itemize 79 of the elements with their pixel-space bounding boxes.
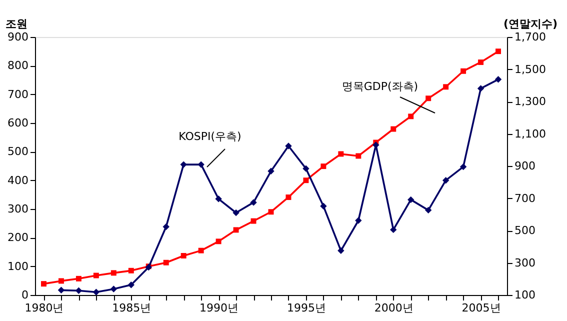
point [408, 114, 414, 120]
point [390, 226, 397, 234]
point [58, 286, 65, 294]
y-tick-label: 100 [8, 260, 28, 273]
y2-tick-label: 1,100 [514, 127, 546, 140]
point [286, 194, 292, 200]
point [390, 126, 396, 132]
x-tick-label: 1995년 [286, 302, 326, 314]
point [338, 151, 344, 157]
point [478, 59, 484, 65]
y2-tick-label: 300 [514, 256, 536, 270]
y-tick-label: 200 [8, 231, 28, 244]
point [443, 84, 449, 90]
point [268, 209, 274, 215]
point [408, 196, 414, 204]
point [250, 199, 257, 206]
point [494, 76, 502, 83]
x-tick-label: 2005년 [462, 302, 501, 314]
x-tick-label: 2000년 [374, 302, 414, 314]
y-tick-label: 400 [8, 174, 28, 187]
point [215, 196, 222, 202]
point [285, 142, 292, 150]
point [41, 281, 46, 287]
y-tick-label: 900 [8, 30, 28, 44]
point [92, 288, 100, 296]
x-tick-label: 1980년 [24, 302, 64, 314]
y-tick-label: 500 [8, 145, 28, 158]
y2-tick-label: 1,300 [514, 95, 546, 108]
y-tick-label: 800 [8, 59, 28, 72]
point [233, 227, 239, 233]
point [250, 218, 256, 224]
point [320, 202, 327, 210]
point [216, 238, 222, 244]
point [76, 276, 82, 282]
point [460, 163, 467, 170]
series-label: 명목GDP(좌측) [342, 80, 418, 93]
y-tick-label: 0 [22, 288, 28, 302]
y2-tick-label: 1,700 [514, 30, 546, 44]
point [426, 96, 432, 102]
y-axis-title: 조원 [6, 18, 28, 30]
point [442, 176, 450, 184]
point [93, 272, 99, 278]
point [460, 68, 466, 74]
y2-tick-label: 500 [514, 224, 536, 237]
point [356, 153, 362, 159]
series-label: KOSPI(우측) [178, 130, 242, 143]
point [198, 161, 204, 168]
point [128, 268, 134, 274]
point [496, 48, 501, 54]
point [110, 286, 118, 292]
y2-axis-title: (연말지수) [503, 18, 558, 30]
point [424, 206, 432, 214]
point [477, 85, 484, 92]
point [355, 217, 362, 224]
y2-tick-label: 700 [514, 192, 536, 205]
y2-tick-label: 900 [514, 160, 536, 172]
point [338, 247, 344, 254]
point [163, 260, 169, 266]
y-tick-label: 300 [8, 202, 28, 216]
point [180, 161, 187, 168]
point [180, 252, 186, 258]
y2-tick-label: 1,500 [514, 62, 546, 76]
point [128, 281, 134, 288]
point [162, 223, 170, 230]
point [58, 278, 64, 284]
point [75, 287, 82, 294]
y2-tick-label: 100 [514, 288, 536, 302]
point [303, 178, 309, 184]
x-tick-label: 1985년 [112, 302, 152, 314]
point [110, 270, 116, 276]
x-tick-label: 1990년 [200, 302, 239, 314]
point [320, 164, 326, 170]
y-tick-label: 700 [8, 88, 28, 101]
point [232, 209, 240, 216]
point [372, 142, 380, 148]
point [268, 168, 274, 175]
y-tick-label: 600 [8, 116, 28, 130]
point [302, 165, 310, 172]
point [198, 248, 204, 254]
